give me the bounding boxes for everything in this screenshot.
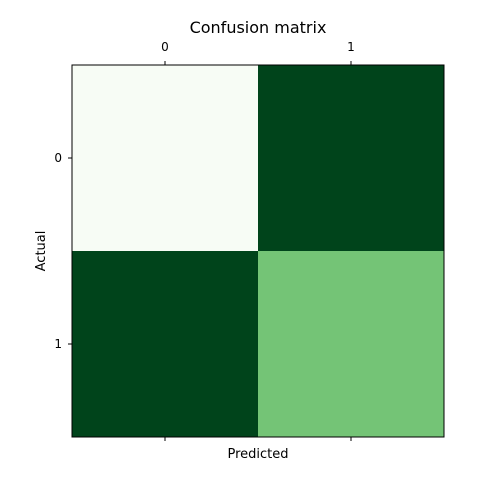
x-tick-label-1: 1	[347, 40, 355, 54]
heatmap-cell-1-1	[258, 251, 444, 437]
x-tick-label-0: 0	[161, 40, 169, 54]
chart-title: Confusion matrix	[190, 18, 327, 37]
heatmap-cell-0-0	[72, 65, 258, 251]
y-tick-label-1: 1	[54, 337, 62, 351]
plot-frame	[71, 64, 445, 438]
y-axis-label: Actual	[34, 231, 49, 272]
heatmap-cell-1-0	[72, 251, 258, 437]
x-axis-label: Predicted	[227, 447, 288, 462]
axis-ticks: 0 1 0 1	[54, 40, 355, 441]
heatmap-cells	[72, 65, 444, 437]
heatmap-cell-0-1	[258, 65, 444, 251]
y-tick-label-0: 0	[54, 151, 62, 165]
